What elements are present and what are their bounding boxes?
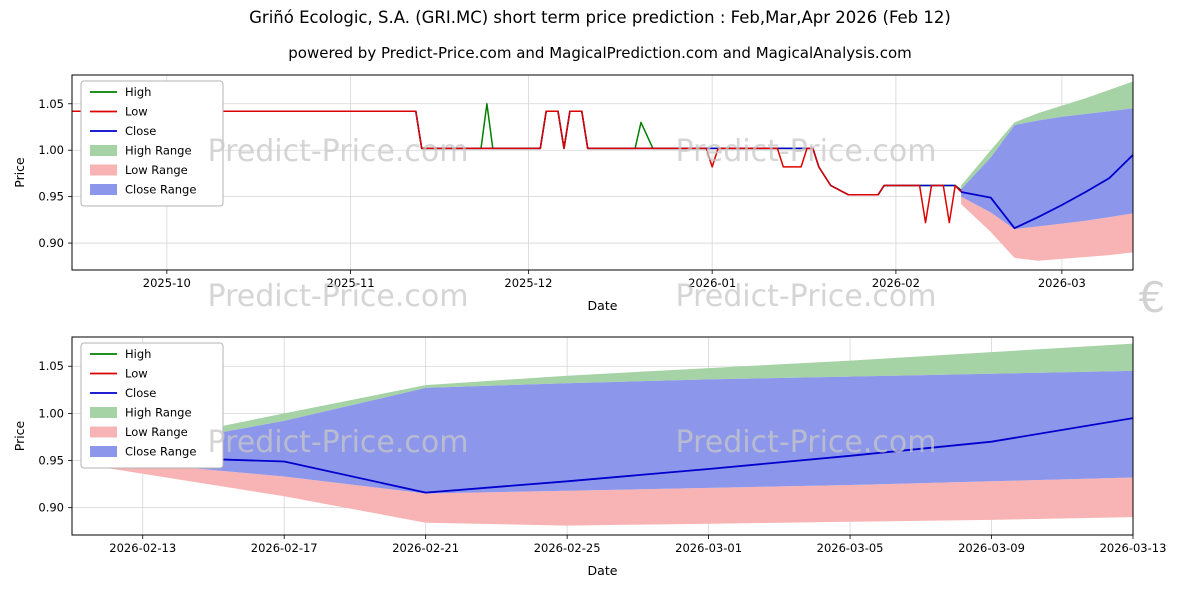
y-tick-label: 1.00 [38,406,64,420]
x-tick-label: 2026-03-05 [817,541,884,555]
x-tick-label: 2026-02-21 [392,541,459,555]
y-tick-label: 0.90 [38,236,64,250]
legend-swatch-high_range [90,145,117,156]
figure-subtitle: powered by Predict-Price.com and Magical… [288,44,912,62]
figure-title: Griñó Ecologic, S.A. (GRI.MC) short term… [249,8,951,27]
x-tick-label: 2025-10 [143,276,191,290]
x-tick-label: 2026-01 [688,276,736,290]
plot-border [71,336,1134,536]
watermark-text: Predict-Price.com [208,134,469,169]
plot-border [71,74,1134,271]
watermark-text: Predict-Price.com [208,279,469,314]
x-tick-label: 2026-02-17 [251,541,318,555]
chart-overview: 2025-10 2025-11 2025-12 2026-01 2026-02 2026-… [12,74,1134,313]
legend-label: Close [125,124,156,138]
close-range-band [107,370,1133,494]
legend-label: Close Range [125,183,196,197]
watermark-text: Predict-Price.com [208,425,469,460]
legend-label: Low [125,105,148,119]
watermark-euro-icon: € [1139,273,1166,322]
y-tick-label: 1.05 [38,97,64,111]
y-tick-label: 0.95 [38,454,64,468]
x-tick-label: 2026-02 [872,276,920,290]
legend-swatch-close_range [90,446,117,457]
close-prediction-line [960,154,1133,230]
y-tick-label: 0.95 [38,190,64,204]
x-axis-label: Date [588,298,618,313]
legend-swatch-close_range [90,184,117,195]
legend-swatch-high_range [90,407,117,418]
legend-label: Low [125,367,148,381]
legend-swatch-low_range [90,164,117,176]
x-tick-label: 2026-02-13 [109,541,176,555]
plot-background [72,75,1133,270]
legend-label: Close Range [125,445,196,459]
x-tick-label: 2026-03-13 [1100,541,1167,555]
watermark-text: Predict-Price.com [676,134,937,169]
low-range-band [107,460,1133,526]
low-range-band [961,196,1133,261]
legend-label: High [125,347,151,361]
high-range-band [107,343,1133,453]
x-tick-label: 2026-03-01 [675,541,742,555]
x-tick-label: 2025-11 [327,276,375,290]
y-axis-label: Price [12,157,27,188]
legend-label: High [125,85,151,99]
y-tick-label: 0.90 [38,501,64,515]
legend-label: High Range [125,406,192,420]
legend-label: Low Range [125,163,188,177]
watermark-text: Predict-Price.com [676,425,937,460]
y-tick-label: 1.00 [38,143,64,157]
x-tick-label: 2026-03-09 [958,541,1025,555]
legend-label: Close [125,386,156,400]
close-prediction-line [107,417,1133,494]
chart-prediction-detail: 2026-02-13 2026-02-17 2026-02-21 2026-02-25… [12,336,1167,578]
legend-label: Low Range [125,425,188,439]
x-tick-label: 2026-03 [1038,276,1086,290]
y-axis-label: Price [12,420,27,451]
high-range-band [961,81,1133,190]
x-tick-label: 2025-12 [504,276,552,290]
x-tick-label: 2026-02-25 [534,541,601,555]
y-tick-label: 1.05 [38,359,64,373]
x-axis-label: Date [588,563,618,578]
watermarks: Predict-Price.com Predict-Price.com Predic… [208,134,1166,460]
legend-label: High Range [125,144,192,158]
close-range-band [961,108,1133,230]
low-line [72,110,962,224]
legend-swatch-low_range [90,426,117,438]
watermark-text: Predict-Price.com [676,279,937,314]
